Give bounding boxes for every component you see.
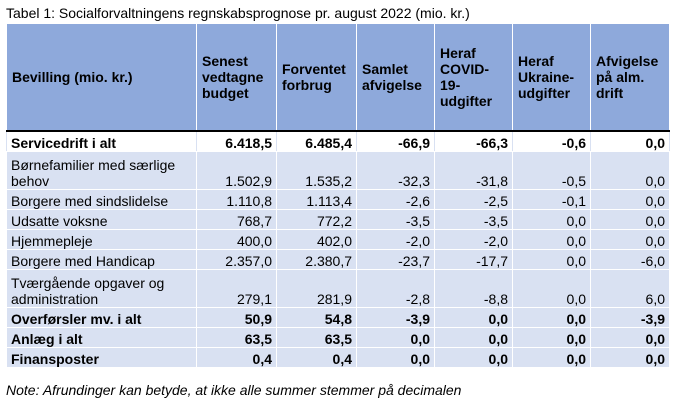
cell-ukraine: -0,6: [512, 130, 591, 152]
cell-ukraine: 0,0: [512, 347, 591, 368]
cell-alm-drift: 6,0: [590, 269, 670, 308]
table-row: Servicedrift i alt 6.418,5 6.485,4 -66,9…: [6, 130, 670, 152]
cell-samlet: -2,8: [356, 269, 435, 308]
header-budget: Senest vedtagne budget: [196, 23, 277, 132]
table-row: Finansposter 0,4 0,4 0,0 0,0 0,0 0,0: [6, 347, 670, 368]
cell-covid: 0,0: [434, 307, 513, 328]
table-row: Overførsler mv. i alt 50,9 54,8 -3,9 0,0…: [6, 307, 670, 328]
row-label: Servicedrift i alt: [6, 130, 197, 152]
cell-covid: -8,8: [434, 269, 513, 308]
row-label: Anlæg i alt: [6, 327, 197, 348]
cell-forbrug: 0,4: [276, 347, 357, 368]
row-label: Finansposter: [6, 347, 197, 368]
cell-alm-drift: 0,0: [590, 189, 670, 210]
table-row: Borgere med Handicap 2.357,0 2.380,7 -23…: [6, 249, 670, 270]
cell-samlet: 0,0: [356, 347, 435, 368]
cell-alm-drift: 0,0: [590, 209, 670, 230]
row-label: Hjemmepleje: [6, 229, 197, 250]
cell-alm-drift: -3,9: [590, 307, 670, 328]
row-label: Tværgående opgaver og administration: [6, 269, 197, 308]
cell-alm-drift: -6,0: [590, 249, 670, 270]
cell-samlet: -2,0: [356, 229, 435, 250]
cell-alm-drift: 0,0: [590, 229, 670, 250]
cell-forbrug: 2.380,7: [276, 249, 357, 270]
row-label: Udsatte voksne: [6, 209, 197, 230]
cell-ukraine: 0,0: [512, 307, 591, 328]
header-samlet-afvigelse: Samlet afvigelse: [356, 23, 435, 132]
cell-samlet: 0,0: [356, 327, 435, 348]
cell-ukraine: -0,5: [512, 151, 591, 190]
cell-covid: -2,0: [434, 229, 513, 250]
cell-covid: 0,0: [434, 327, 513, 348]
cell-samlet: -23,7: [356, 249, 435, 270]
cell-alm-drift: 0,0: [590, 130, 670, 152]
cell-samlet: -2,6: [356, 189, 435, 210]
header-ukraine: Heraf Ukraine-udgifter: [512, 23, 591, 132]
cell-budget: 1.110,8: [196, 189, 277, 210]
cell-alm-drift: 0,0: [590, 347, 670, 368]
table-note: Note: Afrundinger kan betyde, at ikke al…: [6, 382, 462, 398]
cell-budget: 279,1: [196, 269, 277, 308]
table-row: Hjemmepleje 400,0 402,0 -2,0 -2,0 0,0 0,…: [6, 229, 670, 250]
cell-forbrug: 63,5: [276, 327, 357, 348]
table-row: Borgere med sindslidelse 1.110,8 1.113,4…: [6, 189, 670, 210]
header-alm-drift: Afvigelse på alm. drift: [590, 23, 670, 132]
cell-forbrug: 1.113,4: [276, 189, 357, 210]
budget-table: Bevilling (mio. kr.) Senest vedtagne bud…: [6, 23, 670, 368]
table-caption: Tabel 1: Socialforvaltningens regnskabsp…: [6, 5, 470, 21]
cell-forbrug: 772,2: [276, 209, 357, 230]
header-covid: Heraf COVID-19-udgifter: [434, 23, 513, 132]
cell-alm-drift: 0,0: [590, 151, 670, 190]
cell-budget: 50,9: [196, 307, 277, 328]
cell-samlet: -32,3: [356, 151, 435, 190]
cell-covid: -66,3: [434, 130, 513, 152]
cell-samlet: -66,9: [356, 130, 435, 152]
cell-budget: 63,5: [196, 327, 277, 348]
header-bevilling: Bevilling (mio. kr.): [6, 23, 197, 132]
cell-alm-drift: 0,0: [590, 327, 670, 348]
table-row: Udsatte voksne 768,7 772,2 -3,5 -3,5 0,0…: [6, 209, 670, 230]
table-row: Anlæg i alt 63,5 63,5 0,0 0,0 0,0 0,0: [6, 327, 670, 348]
cell-budget: 768,7: [196, 209, 277, 230]
cell-budget: 400,0: [196, 229, 277, 250]
table-row: Børnefamilier med særlige behov 1.502,9 …: [6, 151, 670, 190]
cell-forbrug: 54,8: [276, 307, 357, 328]
cell-covid: -2,5: [434, 189, 513, 210]
table-row: Tværgående opgaver og administration 279…: [6, 269, 670, 308]
cell-covid: -3,5: [434, 209, 513, 230]
cell-ukraine: 0,0: [512, 229, 591, 250]
cell-budget: 1.502,9: [196, 151, 277, 190]
header-forbrug: Forventet forbrug: [276, 23, 357, 132]
cell-forbrug: 281,9: [276, 269, 357, 308]
cell-covid: -17,7: [434, 249, 513, 270]
row-label: Borgere med sindslidelse: [6, 189, 197, 210]
cell-ukraine: 0,0: [512, 327, 591, 348]
cell-ukraine: 0,0: [512, 249, 591, 270]
row-label: Overførsler mv. i alt: [6, 307, 197, 328]
cell-ukraine: 0,0: [512, 269, 591, 308]
cell-covid: 0,0: [434, 347, 513, 368]
cell-samlet: -3,9: [356, 307, 435, 328]
row-label: Børnefamilier med særlige behov: [6, 151, 197, 190]
cell-forbrug: 402,0: [276, 229, 357, 250]
cell-forbrug: 1.535,2: [276, 151, 357, 190]
cell-samlet: -3,5: [356, 209, 435, 230]
row-label: Borgere med Handicap: [6, 249, 197, 270]
cell-budget: 2.357,0: [196, 249, 277, 270]
header-row: Bevilling (mio. kr.) Senest vedtagne bud…: [6, 23, 670, 132]
cell-budget: 6.418,5: [196, 130, 277, 152]
cell-ukraine: -0,1: [512, 189, 591, 210]
cell-covid: -31,8: [434, 151, 513, 190]
cell-forbrug: 6.485,4: [276, 130, 357, 152]
cell-budget: 0,4: [196, 347, 277, 368]
cell-ukraine: 0,0: [512, 209, 591, 230]
